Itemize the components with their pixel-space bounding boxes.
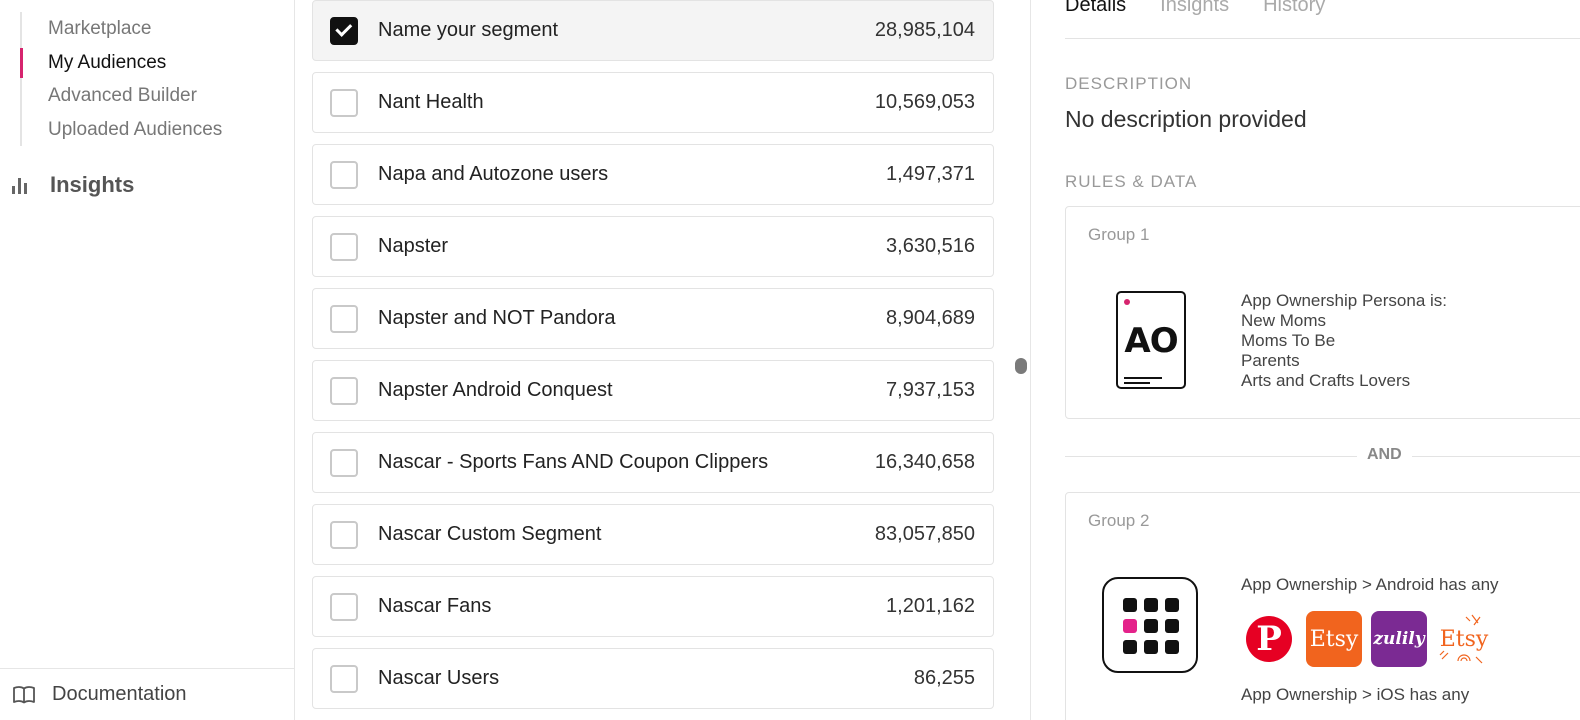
app-ownership-icon: AO [1116,291,1186,389]
segment-name: Nascar Fans [378,595,492,617]
segment-list: Name your segment 28,985,104 Nant Health… [312,0,994,720]
detail-tabs: Details Insights History [1065,0,1325,17]
documentation-label: Documentation [52,683,187,705]
segment-count: 28,985,104 [874,19,975,41]
tabs-divider [1065,38,1580,39]
group-label: Group 2 [1088,511,1150,530]
segment-row[interactable]: Name your segment 28,985,104 [312,0,994,61]
segment-checkbox[interactable] [330,16,358,45]
description-text: No description provided [1065,106,1307,132]
ios-rule-text: App Ownership > iOS has any [1241,685,1470,704]
subnav-item-marketplace[interactable]: Marketplace [48,18,152,39]
and-separator: AND [1065,446,1580,464]
segment-count: 3,630,516 [886,235,975,257]
segment-row[interactable]: Nascar Custom Segment 83,057,850 [312,504,994,565]
rule-group-1: Group 1 AO App Ownership Persona is: New… [1065,206,1580,419]
segment-name: Nascar Custom Segment [378,523,602,545]
segment-row[interactable]: Napa and Autozone users 1,497,371 [312,144,994,205]
sidebar-item-label: Insights [50,172,135,197]
segment-count: 10,569,053 [874,91,975,113]
group-label: Group 1 [1088,225,1150,244]
segment-name: Napster and NOT Pandora [378,307,616,329]
segment-count: 1,201,162 [886,595,975,617]
segment-count: 7,937,153 [886,379,975,401]
segment-name: Napster [378,235,449,257]
segment-checkbox[interactable] [330,376,358,405]
segment-checkbox[interactable] [330,664,358,693]
segment-checkbox[interactable] [330,160,358,189]
book-icon [13,685,35,703]
segment-name: Name your segment [378,19,559,41]
segment-row[interactable]: Nant Health 10,569,053 [312,72,994,133]
app-ownership-icon-text: AO [1124,321,1178,361]
android-rule-text: App Ownership > Android has any [1241,575,1499,594]
rule-value: New Moms [1241,311,1327,330]
segment-checkbox[interactable] [330,88,358,117]
rules-heading: RULES & DATA [1065,172,1198,191]
app-grid-icon [1102,577,1198,673]
segment-checkbox[interactable] [330,592,358,621]
subnav-item-uploaded-audiences[interactable]: Uploaded Audiences [48,118,223,140]
sidebar: Marketplace My Audiences Advanced Builde… [0,0,295,720]
segment-name: Nascar - Sports Fans AND Coupon Clippers [378,451,769,473]
subnav-item-my-audiences[interactable]: My Audiences [20,46,280,80]
subnav-item-advanced-builder[interactable]: Advanced Builder [48,85,197,106]
rule-value: Parents [1241,351,1300,370]
list-scrollbar[interactable] [1012,0,1028,720]
segment-checkbox[interactable] [330,448,358,477]
rule-text: App Ownership Persona is: [1241,291,1447,310]
segment-count: 16,340,658 [874,451,975,473]
documentation-link[interactable]: Documentation [0,668,295,720]
segment-row[interactable]: Nascar Fans 1,201,162 [312,576,994,637]
panel-divider [1030,0,1031,720]
segment-checkbox[interactable] [330,520,358,549]
and-label: AND [1357,446,1412,464]
segment-row[interactable]: Nascar - Sports Fans AND Coupon Clippers… [312,432,994,493]
rule-value: Moms To Be [1241,331,1336,350]
segment-row[interactable]: Nascar Users 86,255 [312,648,994,709]
segment-name: Napster Android Conquest [378,379,613,401]
segment-row[interactable]: Napster and NOT Pandora 8,904,689 [312,288,994,349]
segment-row[interactable]: Napster Android Conquest 7,937,153 [312,360,994,421]
segment-count: 8,904,689 [886,307,975,329]
bar-chart-icon [12,176,34,194]
tab-details[interactable]: Details [1065,0,1127,16]
segment-name: Nant Health [378,91,484,113]
description-heading: DESCRIPTION [1065,74,1193,93]
rule-value: Arts and Crafts Lovers [1241,371,1411,390]
segment-row[interactable]: Napster 3,630,516 [312,216,994,277]
etsy-craft-app-icon[interactable]: Etsy [1436,611,1492,667]
segment-name: Nascar Users [378,667,500,689]
pinterest-app-icon[interactable]: P [1246,616,1292,662]
segment-name: Napa and Autozone users [378,163,609,185]
audiences-subnav: Marketplace My Audiences Advanced Builde… [20,12,280,146]
segment-count: 86,255 [913,667,975,689]
segment-checkbox[interactable] [330,232,358,261]
segment-checkbox[interactable] [330,304,358,333]
tab-history[interactable]: History [1263,0,1326,16]
sidebar-item-insights[interactable]: Insights [12,172,134,198]
etsy-app-icon[interactable]: Etsy [1306,611,1362,667]
scrollbar-thumb[interactable] [1015,358,1027,374]
segment-detail-panel: Details Insights History DESCRIPTION No … [1065,0,1580,720]
segment-count: 1,497,371 [886,163,975,185]
rule-group-2: Group 2 App Ownership > Android has any … [1065,492,1580,720]
tab-insights[interactable]: Insights [1160,0,1230,16]
zulily-app-icon[interactable]: zulily [1371,611,1427,667]
android-app-list: P Etsy zulily Etsy [1241,611,1492,667]
segment-count: 83,057,850 [874,523,975,545]
